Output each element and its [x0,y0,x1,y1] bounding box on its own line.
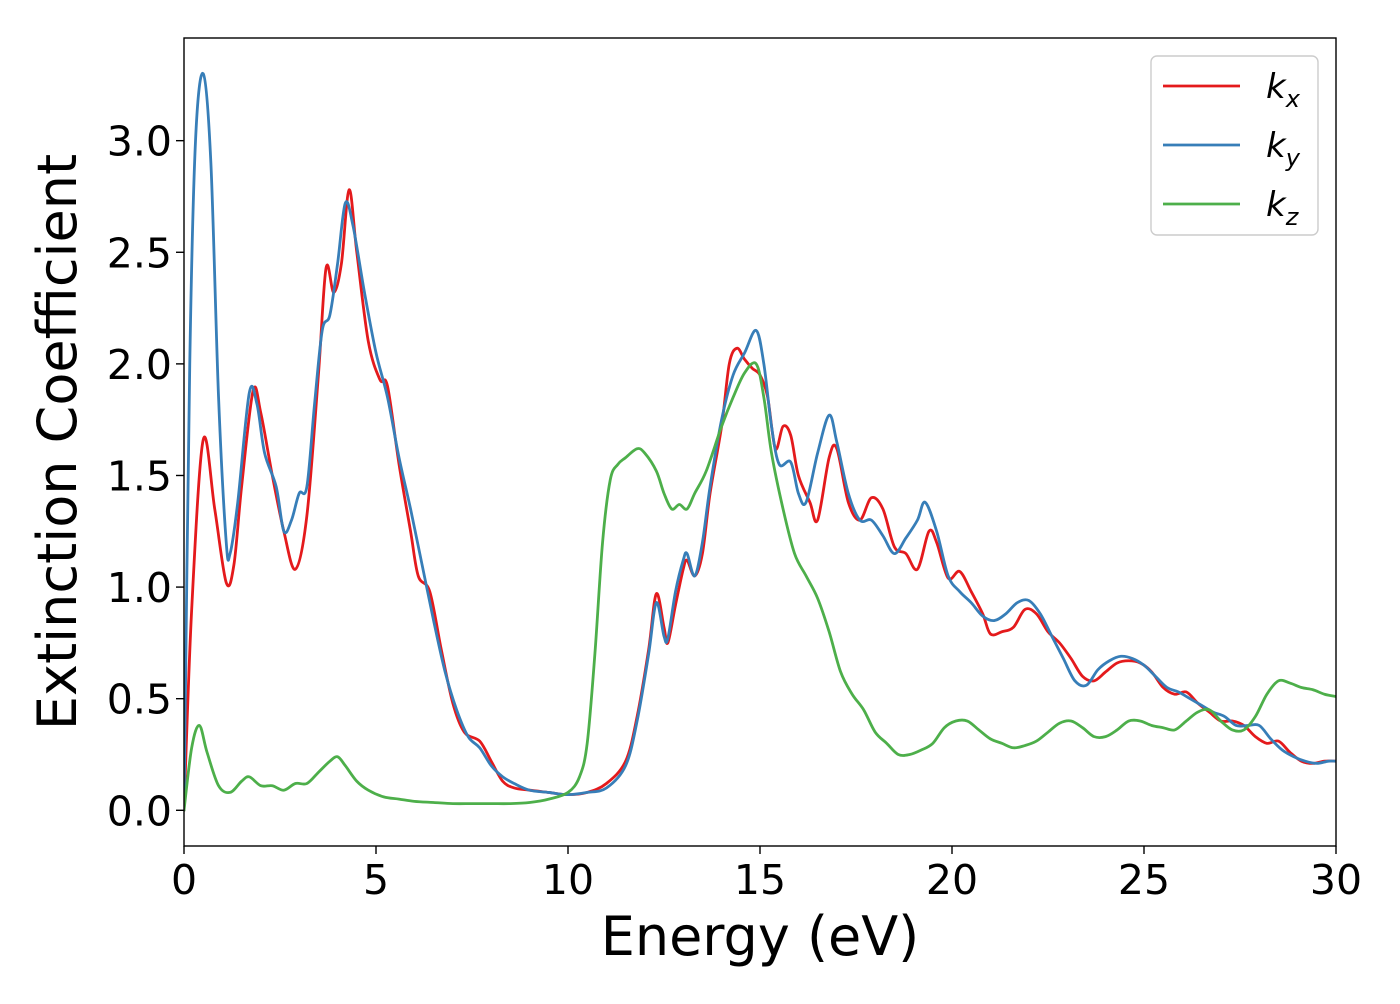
y-axis-title: Extinction Coefficient [26,154,89,730]
x-tick-label: 10 [542,856,594,904]
y-axis-ticks: 0.0 0.5 1.0 1.5 2.0 2.5 3.0 [107,118,184,835]
x-tick-label: 15 [734,856,786,904]
x-tick-label: 5 [363,856,389,904]
legend-items: kx ky kz [1163,67,1301,231]
legend-label-k-x: kx [1266,67,1301,113]
x-axis-ticks: 0 5 10 15 20 25 30 [171,846,1362,904]
y-tick-label: 3.0 [107,118,172,166]
legend-label-k-y: ky [1266,126,1301,172]
series-line-k-x [184,188,1336,812]
legend-label-k-z: kz [1266,185,1300,231]
x-tick-label: 30 [1310,856,1362,904]
y-tick-label: 0.5 [107,676,172,724]
y-tick-label: 2.5 [107,229,172,277]
x-tick-label: 20 [926,856,978,904]
x-tick-label: 0 [171,856,197,904]
y-tick-label: 2.0 [107,341,172,389]
x-axis-title: Energy (eV) [601,905,920,968]
y-tick-label: 0.0 [107,787,172,835]
series-layer [184,72,1336,812]
y-tick-label: 1.5 [107,452,172,500]
series-line-k-y [184,72,1336,812]
legend: kx ky kz [1150,55,1319,236]
y-tick-label: 1.0 [107,564,172,612]
x-tick-label: 25 [1118,856,1170,904]
series-line-k-z [184,361,1336,812]
